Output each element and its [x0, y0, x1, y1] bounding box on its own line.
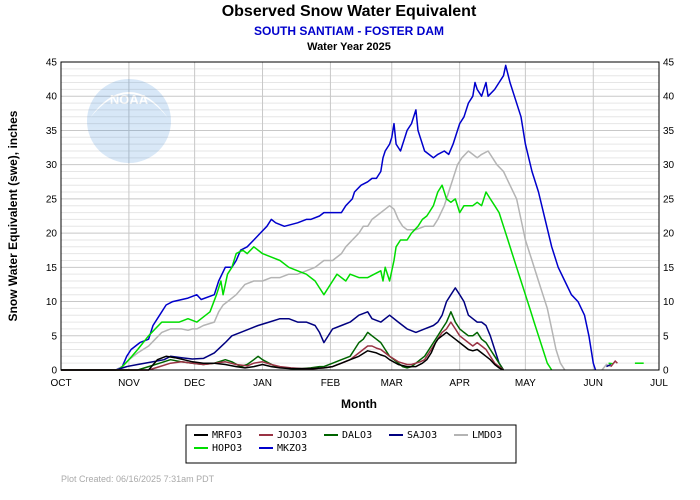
y-tick-label-left: 35 [46, 126, 58, 137]
legend-label-hopo3: HOPO3 [212, 443, 242, 454]
y-tick-label-left: 20 [46, 229, 58, 240]
plot-created-credit: Plot Created: 06/16/2025 7:31am PDT [61, 474, 215, 484]
y-tick-label-left: 10 [46, 297, 58, 308]
legend-box [185, 424, 517, 464]
y-tick-label-left: 30 [46, 160, 58, 171]
y-tick-label-right: 25 [663, 194, 675, 205]
y-tick-label-right: 30 [663, 160, 675, 171]
y-tick-label-left: 15 [46, 263, 58, 274]
y-tick-label-right: 20 [663, 229, 675, 240]
x-tick-label: JAN [253, 378, 272, 389]
legend-label-dalo3: DALO3 [342, 430, 372, 441]
svg-text:NOAA: NOAA [110, 92, 149, 107]
legend: MRFO3 JOJO3 DALO3 SAJO3 LMDO3 HOPO3 MKZO3 [194, 430, 502, 454]
y-tick-label-right: 5 [663, 331, 669, 342]
legend-label-lmdo3: LMDO3 [472, 430, 502, 441]
y-axis-ticks: 0 0 5 5 10 10 15 15 20 20 25 25 30 30 35 35 40 40 45 45 [46, 58, 675, 377]
x-tick-label: JUN [584, 378, 603, 389]
y-tick-label-right: 35 [663, 126, 675, 137]
legend-label-sajo3: SAJO3 [407, 430, 437, 441]
series-layer [61, 64, 644, 371]
legend-label-mkzo3: MKZO3 [277, 443, 307, 454]
series-line-dalo3 [61, 311, 505, 371]
x-tick-label: APR [449, 378, 470, 389]
series-line-mrfo3 [61, 331, 504, 371]
late-season-segment-sajo3 [606, 363, 612, 368]
x-axis-label: Month [341, 397, 377, 411]
noaa-logo-watermark: NOAA [87, 79, 171, 163]
y-tick-label-left: 45 [46, 58, 58, 69]
y-tick-label-left: 25 [46, 194, 58, 205]
y-tick-label-right: 15 [663, 263, 675, 274]
x-tick-label: MAY [515, 378, 536, 389]
chart-title: Observed Snow Water Equivalent [222, 3, 477, 20]
y-tick-label-right: 45 [663, 58, 675, 69]
y-tick-label-right: 40 [663, 92, 675, 103]
series-line-lmdo3 [61, 150, 566, 371]
y-tick-label-left: 5 [51, 331, 57, 342]
series-line-hopo3 [61, 184, 553, 371]
late-season-segment-jojo3 [610, 359, 618, 368]
x-tick-label: FEB [321, 378, 341, 389]
plot-area [61, 62, 659, 370]
x-tick-label: OCT [50, 378, 71, 389]
legend-label-jojo3: JOJO3 [277, 430, 307, 441]
x-tick-label: NOV [118, 378, 140, 389]
series-line-mkzo3 [61, 64, 597, 371]
grid-lines [60, 62, 660, 370]
series-line-sajo3 [61, 287, 505, 371]
chart-subtitle: SOUTH SANTIAM - FOSTER DAM [254, 24, 444, 38]
x-tick-label: JUL [650, 378, 668, 389]
y-tick-label-right: 10 [663, 297, 675, 308]
chart-water-year: Water Year 2025 [307, 41, 391, 53]
y-tick-label-right: 0 [663, 366, 669, 377]
x-tick-label: MAR [381, 378, 403, 389]
x-axis-ticks: OCT NOV DEC JAN FEB MAR APR MAY JUN JUL [50, 378, 668, 389]
legend-label-mrfo3: MRFO3 [212, 430, 242, 441]
y-tick-label-left: 40 [46, 92, 58, 103]
y-axis-label: Snow Water Equivalent (swe), inches [6, 110, 20, 321]
series-line-jojo3 [61, 321, 504, 371]
plot-border [60, 61, 660, 371]
y-tick-label-left: 0 [51, 366, 57, 377]
x-tick-label: DEC [184, 378, 205, 389]
